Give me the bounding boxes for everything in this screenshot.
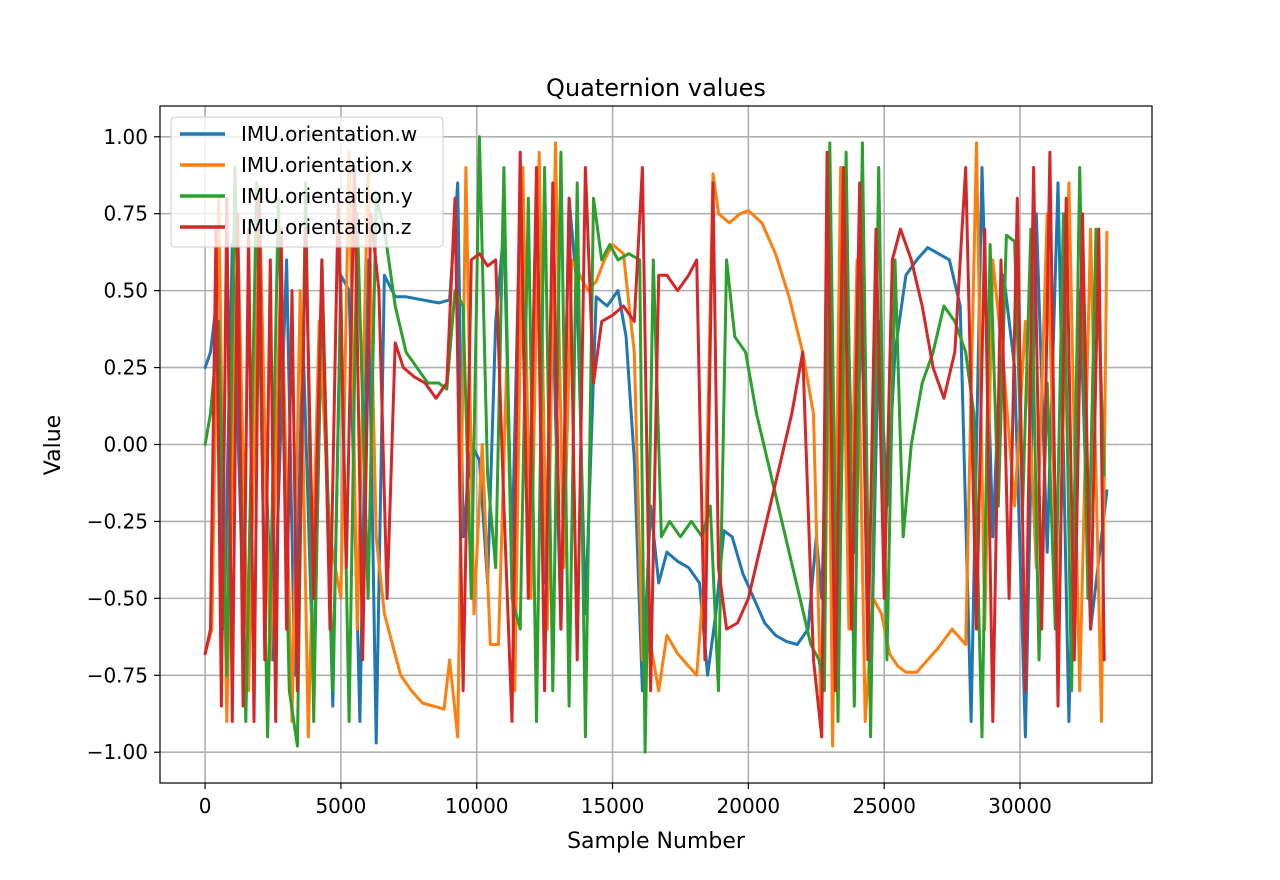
legend: IMU.orientation.w IMU.orientation.x IMU.or… [170,116,444,248]
y-tick-label: 1.00 [103,125,148,149]
y-tick-label: −0.50 [87,586,148,610]
legend-label: IMU.orientation.z [241,215,411,239]
legend-label: IMU.orientation.y [241,184,413,208]
y-tick-label: 0.50 [103,279,148,303]
y-tick-label: 0.25 [103,356,148,380]
y-axis-ticks: −1.00 −0.75 −0.50 −0.25 0.00 0.25 0.50 0.75 1.00 [87,125,160,764]
x-tick-label: 10000 [445,794,509,818]
x-tick-label: 5000 [315,794,366,818]
y-tick-label: −0.25 [87,509,148,533]
y-tick-label: −0.75 [87,663,148,687]
x-axis-label: Sample Number [567,829,746,854]
x-tick-label: 15000 [581,794,645,818]
legend-label: IMU.orientation.x [241,153,413,177]
series-line-z [203,150,1106,739]
x-axis-ticks: 0 5000 10000 15000 20000 25000 30000 [199,783,1052,818]
y-axis-label: Value [41,415,66,475]
x-tick-label: 20000 [717,794,781,818]
x-tick-label: 30000 [988,794,1052,818]
chart-title: Quaternion values [546,74,766,102]
legend-label: IMU.orientation.w [241,122,417,146]
y-tick-label: 0.75 [103,202,148,226]
x-tick-label: 0 [199,794,212,818]
series-line-x [203,141,1109,748]
x-tick-label: 25000 [852,794,916,818]
y-tick-label: −1.00 [87,740,148,764]
y-tick-label: 0.00 [103,433,148,457]
legend-box [170,116,444,248]
